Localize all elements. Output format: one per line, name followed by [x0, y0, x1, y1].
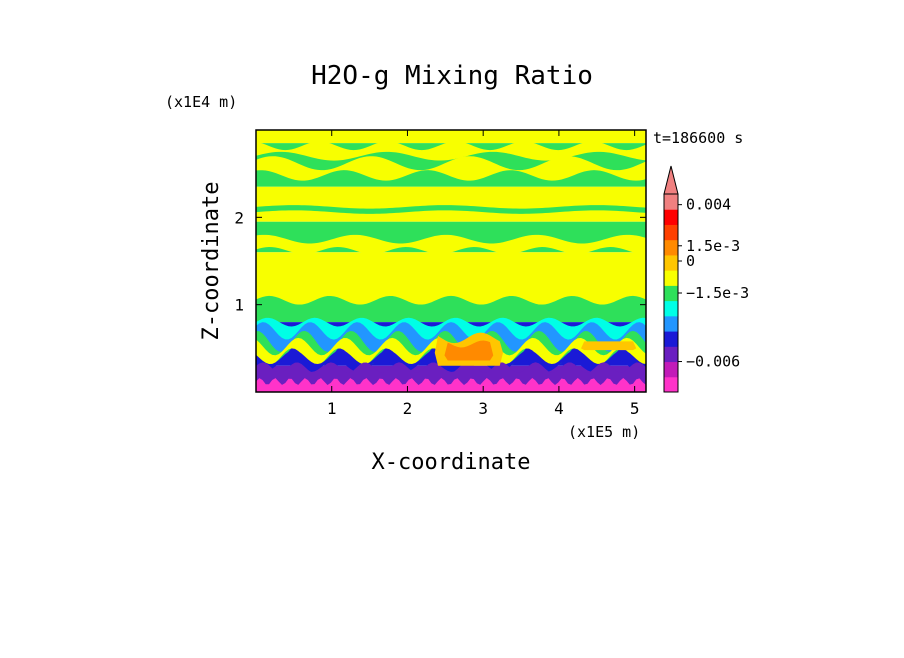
x-scale-label: (x1E5 m) — [568, 423, 640, 441]
field-band — [256, 186, 646, 222]
field-core — [256, 341, 646, 351]
colorbar-swatch — [664, 300, 678, 317]
field-wave — [256, 350, 646, 372]
x-axis: 1 2 3 4 5 — [327, 130, 640, 418]
y-tick-label: 1 — [234, 296, 244, 315]
field-wave — [256, 378, 646, 392]
x-tick-label: 5 — [630, 399, 640, 418]
colorbar-swatch — [664, 194, 678, 210]
contour-field — [256, 130, 646, 392]
field-streak — [256, 295, 646, 310]
field-band — [256, 252, 646, 305]
time-label: t=186600 s — [653, 129, 743, 147]
colorbar-label: 0 — [686, 252, 695, 270]
colorbar-swatch — [664, 209, 678, 225]
colorbar-label: 1.5e-3 — [686, 237, 740, 255]
field-streak — [256, 234, 646, 255]
chart-title: H2O-g Mixing Ratio — [311, 61, 593, 91]
x-tick-label: 4 — [554, 399, 564, 418]
colorbar-swatch — [664, 224, 678, 241]
field-core — [256, 340, 646, 361]
y-scale-label: (x1E4 m) — [165, 93, 237, 111]
x-tick-label: 3 — [478, 399, 488, 418]
field-streak — [256, 141, 646, 161]
colorbar-swatch — [664, 376, 678, 393]
x-tick-label: 2 — [403, 399, 413, 418]
x-tick-label: 1 — [327, 399, 337, 418]
y-axis: 12 — [234, 208, 646, 315]
colorbar-swatch — [664, 331, 678, 347]
colorbar-swatch — [664, 270, 678, 286]
colorbar-swatch — [664, 239, 678, 256]
plot-frame — [255, 129, 647, 393]
colorbar-label: −1.5e-3 — [686, 284, 749, 302]
colorbar-swatch — [664, 285, 678, 302]
field-streak — [256, 205, 646, 214]
colorbar: 0.004 1.5e-30 −1.5e-3 −0.006 — [663, 165, 749, 393]
colorbar-extend-arrow — [663, 165, 679, 195]
colorbar-swatch — [664, 361, 678, 378]
colorbar-label: −0.006 — [686, 353, 740, 371]
y-axis-title: Z-coordinate — [199, 182, 224, 341]
x-axis-title: X-coordinate — [372, 450, 531, 475]
colorbar-label: 0.004 — [686, 196, 731, 214]
y-tick-label: 2 — [234, 208, 244, 227]
colorbar-swatch — [664, 254, 678, 271]
colorbar-swatch — [664, 346, 678, 363]
field-band — [256, 130, 646, 144]
colorbar-swatch — [664, 315, 678, 332]
field-streak — [256, 156, 646, 181]
